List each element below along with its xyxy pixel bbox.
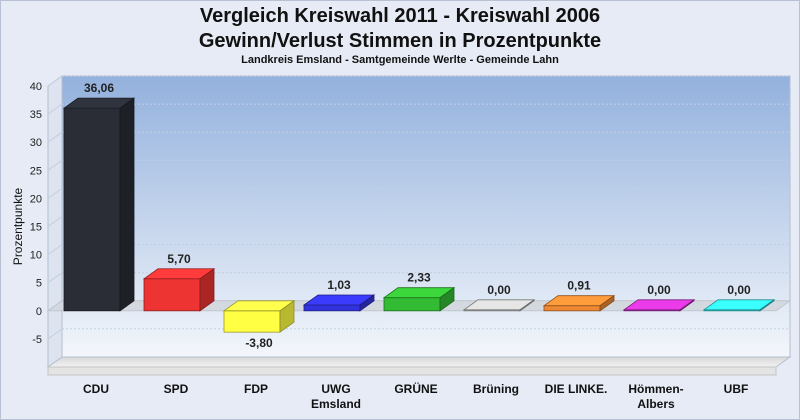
bar-1 [142,267,216,312]
y-tick-label: 40 [30,81,42,93]
chart-subtitle: Landkreis Emsland - Samtgemeinde Werlte … [241,54,559,66]
bar-side [759,299,775,312]
x-tick-label: CDU [83,382,109,396]
plot-floor [46,356,792,368]
bar-value-label: 2,33 [407,271,431,285]
bar-value-label: 0,00 [727,283,751,297]
bar-front [63,107,121,312]
x-tick-label: Hömmen- [628,382,683,396]
bar-value-label: 0,00 [647,283,671,297]
y-tick-label: 35 [30,109,42,121]
bar-value-label: 0,91 [567,279,591,293]
x-tick-label: Albers [637,397,675,411]
gridline-side [47,187,63,199]
bar-value-label: 36,06 [84,81,114,95]
bar-side [279,300,295,333]
bar-side [119,97,135,312]
bar-value-label: -3,80 [245,336,273,350]
bar-front [143,278,201,312]
bar-value-label: 5,70 [167,252,191,266]
plot-floor-front [47,366,777,376]
gridline-side [47,272,63,284]
bar-5 [462,299,536,312]
y-tick-label: -5 [32,334,42,346]
bar-3 [302,294,376,312]
chart-title-line2: Gewinn/Verlust Stimmen in Prozentpunkte [198,30,602,52]
bar-side [199,267,215,312]
bar-front [223,310,281,333]
x-tick-label: FDP [244,382,268,396]
bar-front [543,305,601,312]
bar-value-label: 0,00 [487,283,511,297]
gridline-side [47,159,63,171]
chart-title-line1: Vergleich Kreiswahl 2011 - Kreiswahl 200… [199,5,601,27]
y-tick-label: 5 [36,278,42,290]
y-tick-label: 15 [30,222,42,234]
bar-side [359,294,375,312]
gridline-side [47,244,63,256]
bar-value-label: 1,03 [327,278,351,292]
x-tick-label: DIE LINKE. [545,382,608,396]
gridline-side [47,216,63,227]
y-tick-label: 30 [30,137,42,149]
y-tick-label: 0 [36,306,42,318]
x-tick-label: Brüning [473,382,519,396]
x-tick-label: Emsland [311,397,361,411]
x-tick-label: UWG [321,382,350,396]
bar-4 [382,286,456,312]
bar-6 [542,294,616,312]
bar-front [383,297,441,312]
chart-title: Vergleich Kreiswahl 2011 - Kreiswahl 200… [1,4,799,54]
gridline-side [47,131,63,143]
bar-front [303,304,361,312]
bar-side [679,299,695,312]
y-tick-label: 20 [30,193,42,205]
gridline-side [47,328,63,340]
gridline-side [47,75,63,87]
bar-side [519,299,535,312]
bar-side [599,294,615,312]
x-tick-label: GRÜNE [394,381,437,396]
gridline-side [47,103,63,115]
x-tick-label: SPD [164,382,189,396]
y-axis-label: Prozentpunkte [11,187,25,265]
bar-8 [702,299,776,312]
y-tick-label: 25 [30,165,42,177]
x-tick-label: UBF [724,382,749,396]
bar-side [439,286,455,312]
bar-2 [222,300,296,333]
y-tick-label: 10 [30,250,42,262]
bar-7 [622,299,696,312]
bar-0 [62,97,136,312]
